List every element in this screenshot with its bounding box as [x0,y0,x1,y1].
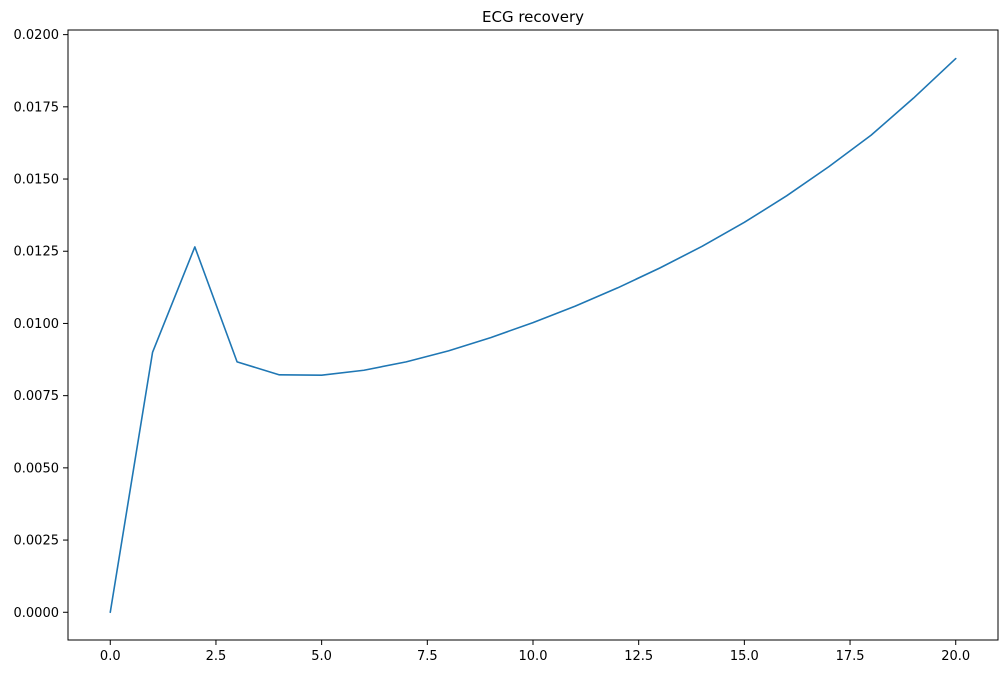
series-line-0 [109,57,957,614]
y-tick-label: 0.0175 [14,100,60,115]
x-tick-label: 15.0 [730,649,759,664]
chart-title: ECG recovery [482,8,584,26]
x-tick-label: 5.0 [311,649,332,664]
y-tick-label: 0.0125 [14,245,60,260]
y-tick-label: 0.0025 [14,534,60,549]
x-tick-label: 0.0 [100,649,121,664]
x-axis-ticks: 0.0 2.5 5.0 7.5 10.0 12.5 15.0 17.5 20.0 [100,640,970,664]
y-tick-label: 0.0000 [14,606,60,621]
x-tick-label: 7.5 [417,649,438,664]
y-tick-label: 0.0075 [14,389,60,404]
x-tick-label: 2.5 [206,649,227,664]
y-tick-label: 0.0150 [14,173,60,188]
y-tick-label: 0.0200 [14,28,60,43]
y-axis-ticks: 0.0000 0.0025 0.0050 0.0075 0.0100 0.0125 0.01… [14,28,68,621]
series-layer [109,57,957,614]
x-tick-label: 12.5 [624,649,653,664]
y-tick-label: 0.0100 [14,317,60,332]
y-tick-label: 0.0050 [14,461,60,476]
x-tick-label: 10.0 [519,649,548,664]
x-tick-label: 20.0 [941,649,970,664]
plot-frame [67,29,999,641]
x-tick-label: 17.5 [836,649,865,664]
